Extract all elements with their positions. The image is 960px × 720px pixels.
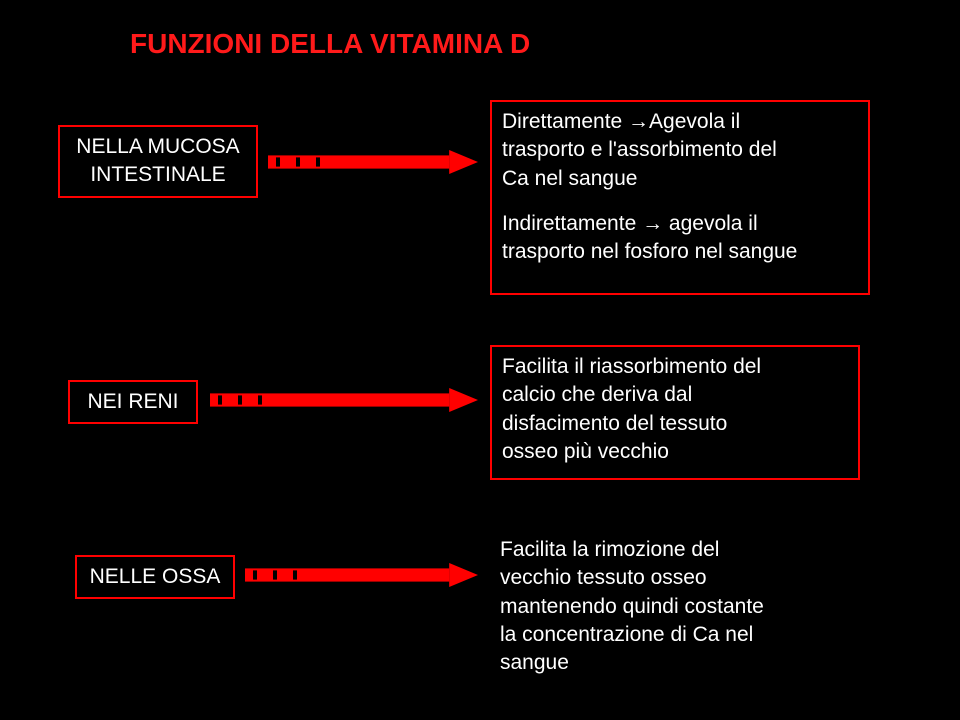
source-box-1: NEI RENI — [68, 380, 198, 424]
arrow-0 — [268, 150, 478, 174]
target-box-1-line: Facilita il riassorbimento del — [502, 353, 848, 381]
target-box-2-line: vecchio tessuto osseo — [500, 564, 850, 592]
target-box-1-line: osseo più vecchio — [502, 438, 848, 466]
source-box-0-line: NELLA MUCOSA — [76, 133, 239, 161]
target-box-2-line: la concentrazione di Ca nel — [500, 621, 850, 649]
target-box-1-line: calcio che deriva dal — [502, 381, 848, 409]
source-box-2: NELLE OSSA — [75, 555, 235, 599]
source-box-1-line: NEI RENI — [87, 388, 178, 416]
source-box-0-line: INTESTINALE — [90, 161, 225, 189]
target-box-0-para-0: Direttamente →Agevola iltrasporto e l'as… — [502, 108, 858, 193]
target-box-2-para-0: Facilita la rimozione delvecchio tessuto… — [500, 536, 850, 678]
source-box-2-line: NELLE OSSA — [90, 563, 221, 591]
target-box-0-line: Direttamente →Agevola il — [502, 108, 858, 136]
arrow-2 — [245, 563, 478, 587]
target-box-2-line: sangue — [500, 649, 850, 677]
target-box-0-line: Ca nel sangue — [502, 165, 858, 193]
target-box-2-line: mantenendo quindi costante — [500, 593, 850, 621]
slide-title: FUNZIONI DELLA VITAMINA D — [130, 28, 530, 60]
target-box-0: Direttamente →Agevola iltrasporto e l'as… — [490, 100, 870, 295]
target-box-2: Facilita la rimozione delvecchio tessuto… — [490, 530, 860, 700]
target-box-0-line: Indirettamente → agevola il — [502, 210, 858, 238]
target-box-0-line: trasporto e l'assorbimento del — [502, 136, 858, 164]
target-box-1-para-0: Facilita il riassorbimento delcalcio che… — [502, 353, 848, 466]
target-box-0-para-1: Indirettamente → agevola iltrasporto nel… — [502, 210, 858, 267]
arrow-1 — [210, 388, 478, 412]
target-box-0-line: trasporto nel fosforo nel sangue — [502, 238, 858, 266]
target-box-1-line: disfacimento del tessuto — [502, 410, 848, 438]
target-box-2-line: Facilita la rimozione del — [500, 536, 850, 564]
source-box-0: NELLA MUCOSAINTESTINALE — [58, 125, 258, 198]
target-box-1: Facilita il riassorbimento delcalcio che… — [490, 345, 860, 480]
